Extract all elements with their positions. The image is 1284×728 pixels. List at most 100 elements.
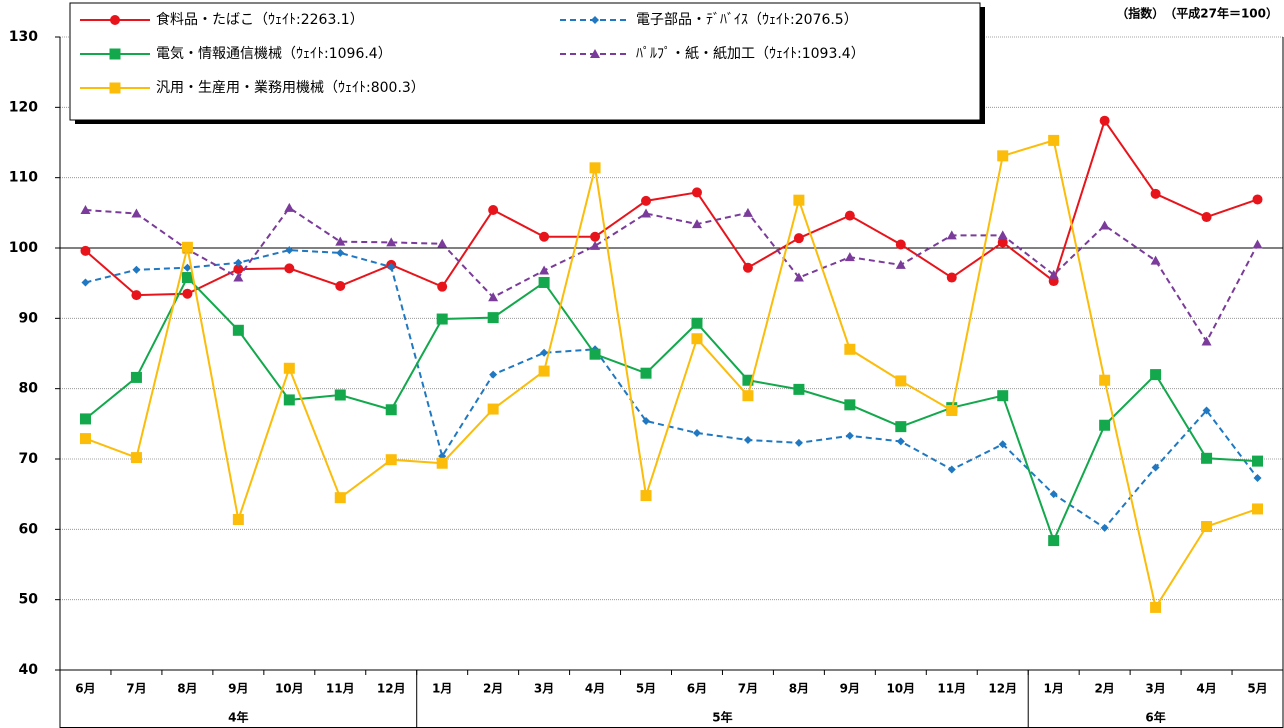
x-tick-label: 8月 [789, 682, 809, 696]
series-line [84, 275, 1258, 544]
legend-label: 電気・情報通信機械（ｳｪｲﾄ:1096.4） [156, 46, 392, 62]
point [895, 259, 906, 269]
x-tick-label: 10月 [886, 682, 915, 696]
legend-label: 電子部品・ﾃﾞﾊﾞｲｽ（ｳｪｲﾄ:2076.5） [636, 12, 858, 28]
point [334, 492, 346, 504]
point [947, 465, 956, 474]
point [109, 48, 121, 60]
y-tick-label: 50 [19, 592, 39, 608]
point [334, 389, 346, 401]
point [641, 208, 652, 218]
point [997, 150, 1009, 162]
x-tick-label: 4月 [1196, 682, 1216, 696]
x-tick-label: 3月 [1145, 682, 1165, 696]
unit-note: （指数） （平成27年＝100） [1116, 6, 1278, 21]
point [691, 219, 702, 229]
point [232, 513, 244, 525]
legend-label: ﾊﾟﾙﾌﾟ・紙・紙加工（ｳｪｲﾄ:1093.4） [636, 46, 865, 62]
y-tick-label: 70 [19, 451, 39, 467]
point [488, 292, 499, 302]
point [742, 374, 754, 386]
point [896, 437, 905, 446]
point [487, 403, 499, 415]
point [1252, 239, 1263, 249]
point [131, 290, 142, 301]
x-tick-label: 8月 [177, 682, 197, 696]
point [1252, 194, 1263, 205]
point [80, 245, 91, 256]
point [130, 452, 142, 464]
point [183, 263, 192, 272]
point [1253, 473, 1262, 482]
point [844, 399, 856, 411]
point [692, 428, 701, 437]
point [1252, 455, 1264, 467]
point [79, 413, 91, 425]
point [742, 262, 753, 273]
point [844, 343, 856, 355]
point [590, 240, 601, 250]
point [844, 210, 855, 221]
point [335, 280, 346, 291]
point [81, 278, 90, 287]
point [1100, 523, 1109, 532]
point [742, 207, 753, 217]
point [742, 390, 754, 402]
x-tick-label: 6月 [75, 682, 95, 696]
point [539, 231, 550, 242]
point [385, 454, 397, 466]
point [997, 237, 1008, 248]
point [1099, 115, 1110, 126]
point [436, 457, 448, 469]
point [642, 417, 651, 426]
point [844, 252, 855, 262]
point [130, 371, 142, 383]
point [1150, 255, 1161, 265]
x-tick-label: 9月 [228, 682, 248, 696]
point [590, 231, 601, 242]
point [386, 237, 397, 247]
point [387, 262, 396, 271]
x-tick-label: 11月 [326, 682, 355, 696]
point [1099, 220, 1110, 230]
point [895, 239, 906, 250]
point [946, 230, 957, 240]
point [998, 440, 1007, 449]
point [285, 246, 294, 255]
series-line [85, 249, 1259, 530]
y-tick-label: 120 [9, 99, 38, 115]
point [181, 241, 193, 253]
point [437, 281, 448, 292]
point [1048, 535, 1060, 547]
point [540, 348, 549, 357]
x-tick-label: 11月 [937, 682, 966, 696]
point [641, 195, 652, 206]
series-line [84, 118, 1258, 297]
point [487, 312, 499, 324]
group-label: 5年 [712, 710, 732, 725]
point [489, 370, 498, 379]
x-tick-label: 1月 [1044, 682, 1064, 696]
point [1252, 503, 1264, 515]
point [538, 365, 550, 377]
y-tick-label: 100 [9, 240, 38, 256]
group-label: 4年 [228, 710, 248, 725]
point [182, 288, 193, 299]
x-tick-label: 12月 [377, 682, 406, 696]
point [895, 421, 907, 433]
point [283, 362, 295, 374]
x-tick-label: 6月 [687, 682, 707, 696]
x-tick-label: 5月 [1247, 682, 1267, 696]
point [109, 82, 121, 94]
point [1202, 406, 1211, 415]
point [232, 324, 244, 336]
point [640, 367, 652, 379]
point [132, 265, 141, 274]
point [1048, 269, 1059, 279]
x-tick-label: 3月 [534, 682, 554, 696]
point [691, 317, 703, 329]
y-tick-label: 90 [19, 310, 39, 326]
point [233, 264, 244, 275]
point [1201, 521, 1213, 533]
